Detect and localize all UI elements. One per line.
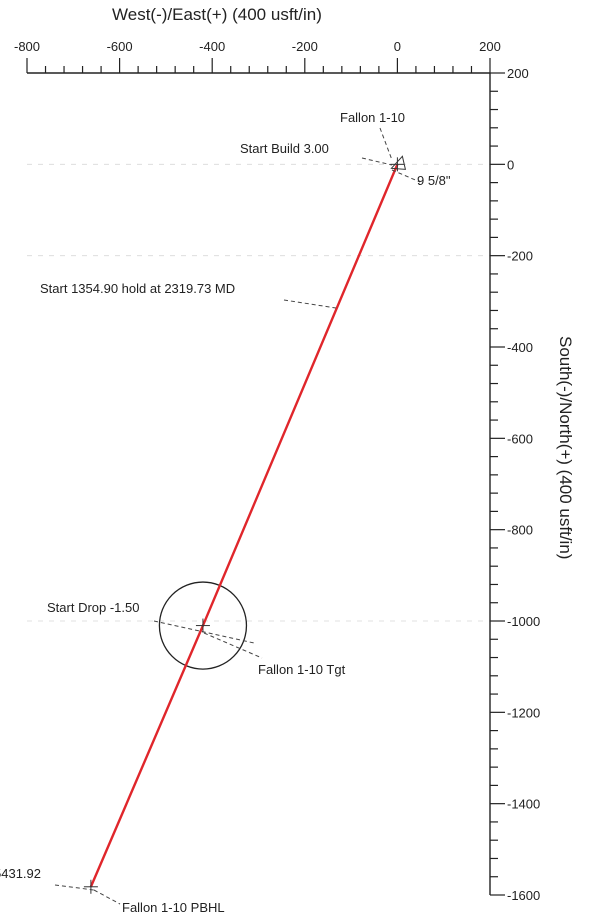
annotation-label: Fallon 1-10 [340, 110, 405, 125]
annotation-leader [93, 889, 121, 905]
annotation-label: Fallon 1-10 PBHL [122, 900, 225, 915]
y-tick-label: -600 [507, 431, 533, 446]
casing-marker [390, 155, 407, 170]
x-tick-label: -800 [14, 39, 40, 54]
y-tick-label: -1000 [507, 614, 540, 629]
annotation-label: Start Build 3.00 [240, 141, 329, 156]
annotation-leader [283, 299, 337, 309]
annotation-label: Fallon 1-10 Tgt [258, 662, 346, 677]
y-tick-label: -400 [507, 340, 533, 355]
annotation-leader [391, 169, 421, 183]
x-tick-label: -200 [292, 39, 318, 54]
x-tick-label: 200 [479, 39, 501, 54]
y-tick-label: -1400 [507, 797, 540, 812]
y-tick-label: 200 [507, 66, 529, 81]
series-layer [83, 155, 407, 894]
grid-layer [27, 163, 490, 622]
annotation-leader [361, 157, 393, 166]
annotation-layer: Fallon 1-10 Start Build 3.00 9 5/8" Start 1… [0, 110, 451, 915]
annotation-leader [54, 884, 95, 891]
annotation-leader [203, 632, 263, 659]
axes-layer: -800 -600 -400 -200 0 200 200 0 -200 -400 -600 -800… [14, 39, 540, 903]
x-tick-label: 0 [394, 39, 401, 54]
annotation-label: Start 1354.90 hold at 2319.73 MD [40, 281, 235, 296]
y-tick-label: -1200 [507, 705, 540, 720]
annotation-label: Start Drop -1.50 [47, 600, 140, 615]
target-circle [158, 581, 248, 670]
series-point [195, 618, 210, 633]
y-tick-label: 0 [507, 157, 514, 172]
series-point [83, 879, 98, 894]
well-path-line [89, 163, 399, 888]
annotation-label: 9 5/8" [417, 173, 451, 188]
x-tick-label: -600 [107, 39, 133, 54]
y-axis-title: South(-)/North(+) (400 usft/in) [556, 336, 575, 559]
x-tick-label: -400 [199, 39, 225, 54]
x-axis-title: West(-)/East(+) (400 usft/in) [112, 5, 322, 24]
annotation-label: 5431.92 [0, 866, 41, 881]
y-tick-label: -1600 [507, 888, 540, 903]
annotation-leader [379, 127, 393, 161]
y-tick-label: -200 [507, 249, 533, 264]
annotation-leader [153, 620, 255, 644]
y-tick-label: -800 [507, 523, 533, 538]
